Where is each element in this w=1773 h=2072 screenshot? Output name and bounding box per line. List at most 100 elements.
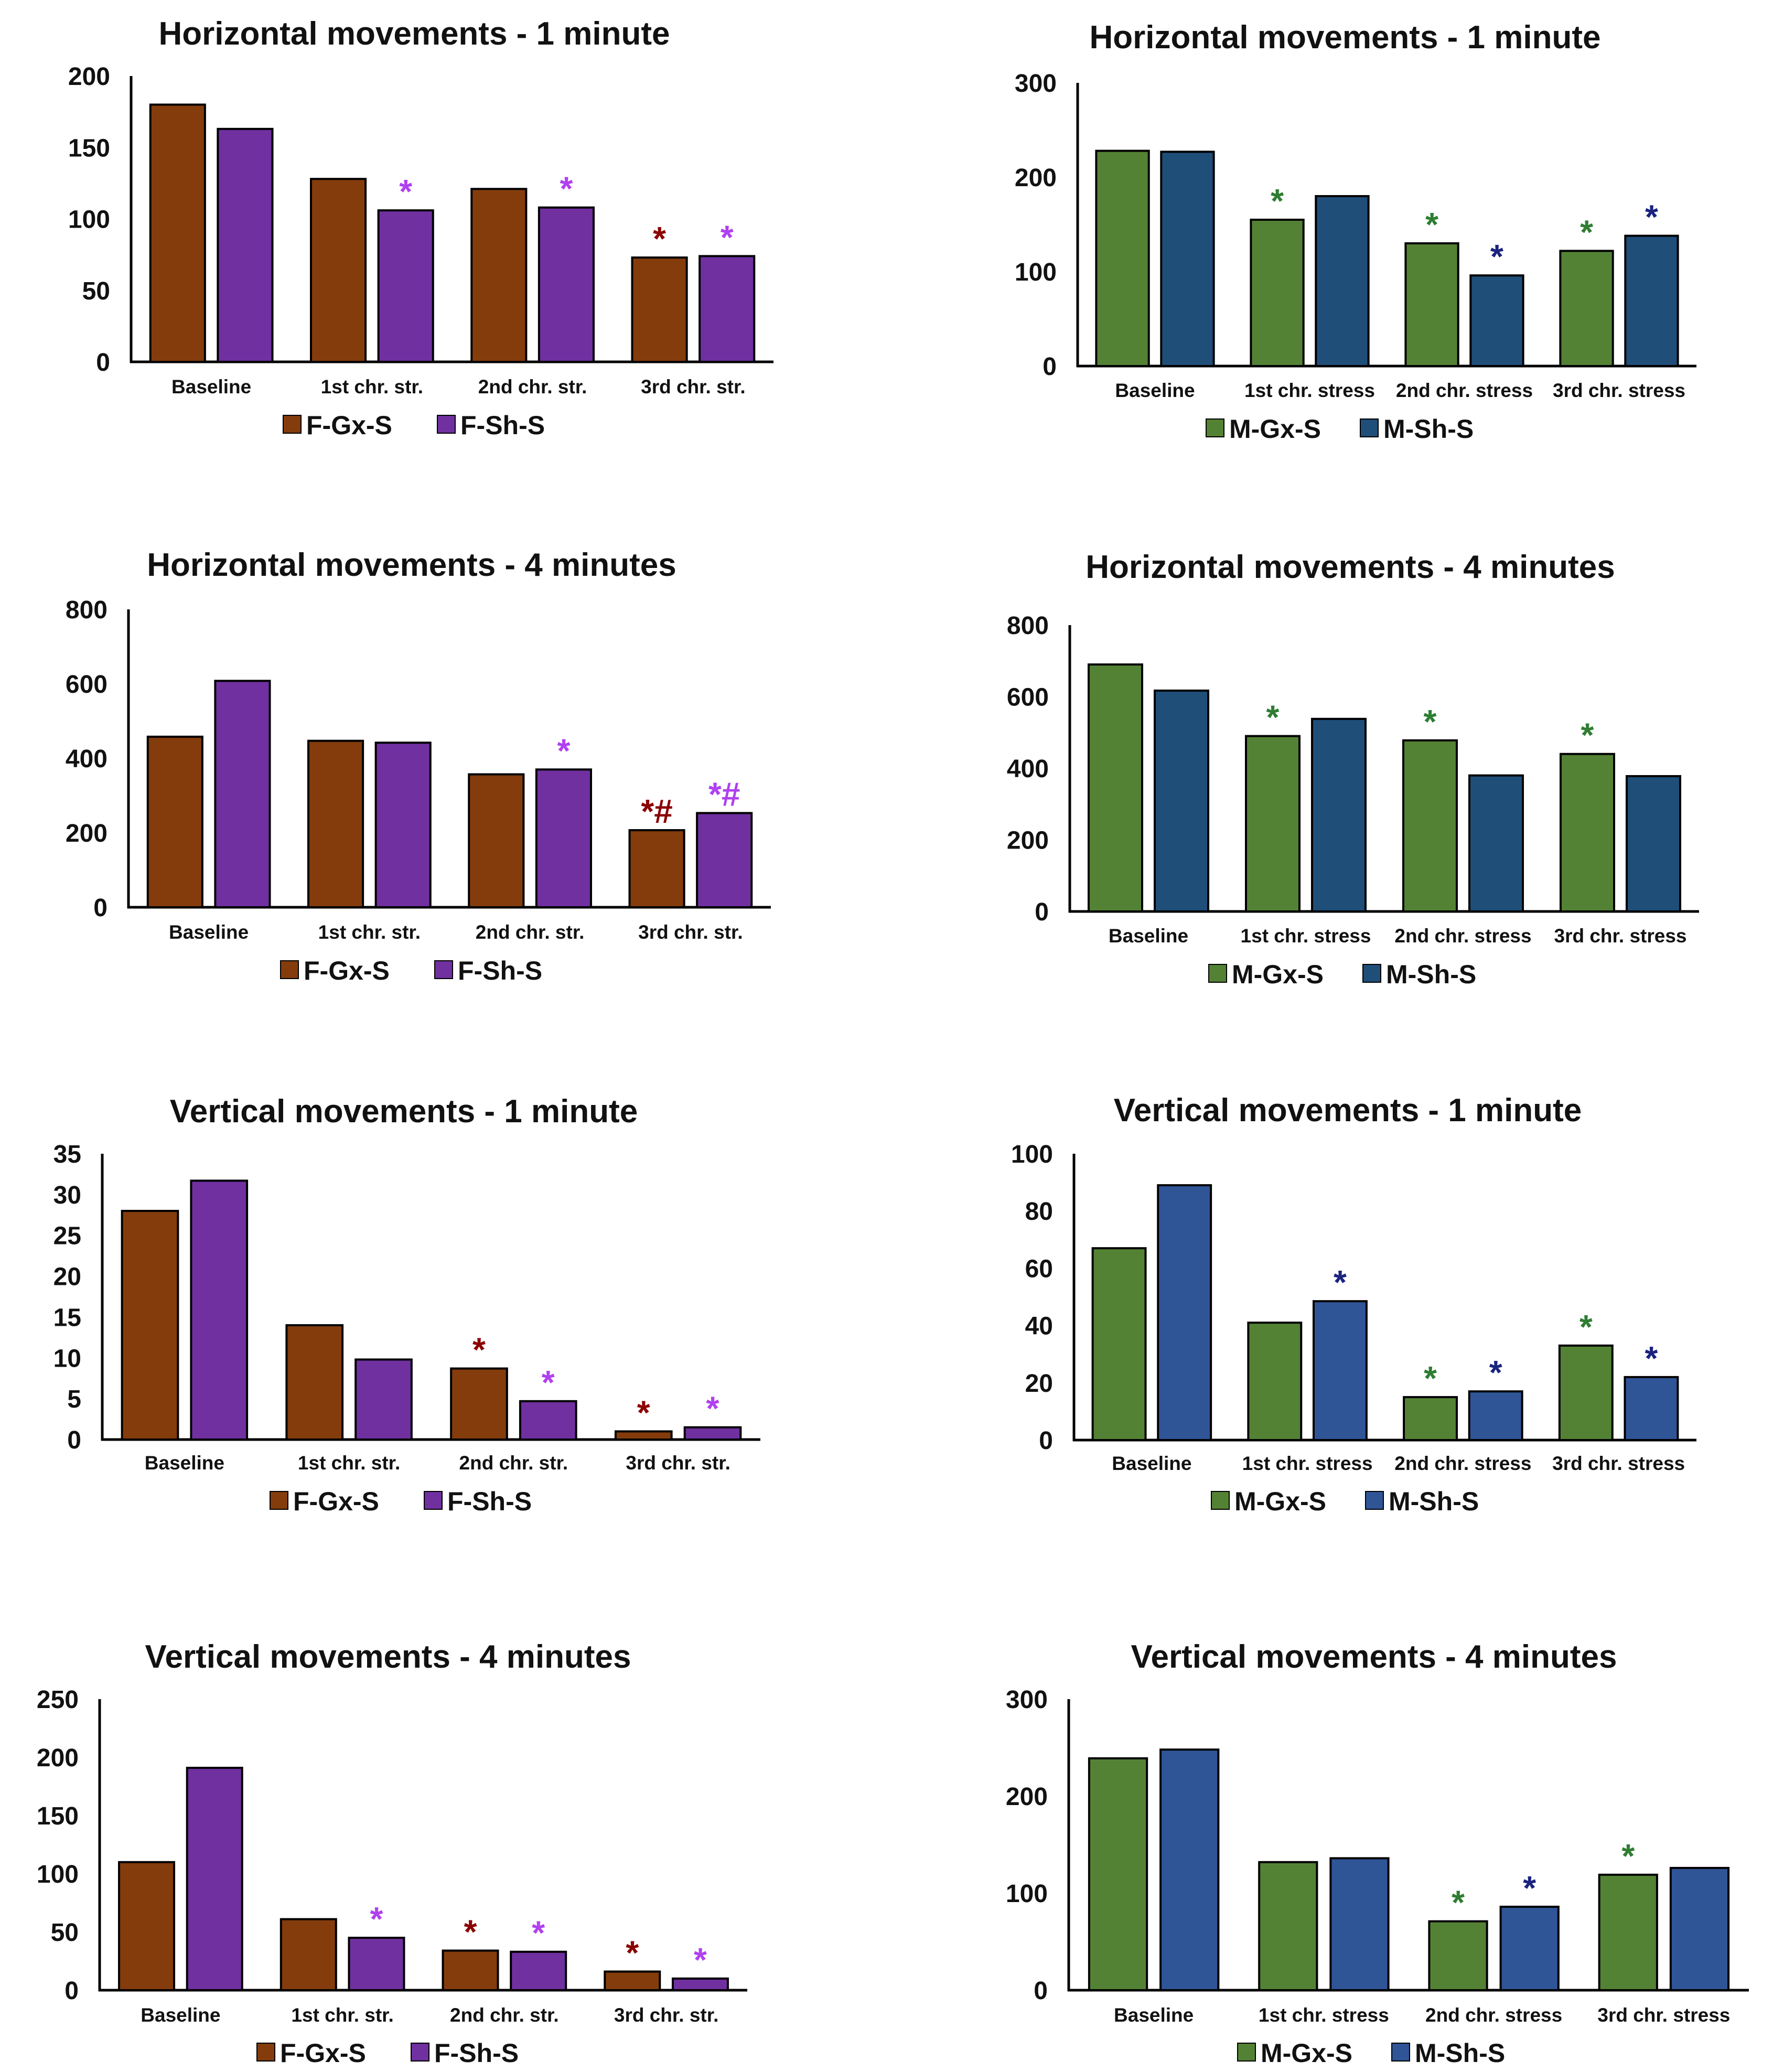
- significance-mark: *: [399, 173, 412, 210]
- y-tick-label: 5: [67, 1386, 81, 1413]
- y-tick-label: 200: [1007, 827, 1049, 855]
- legend-swatch: [424, 1491, 443, 1510]
- bar: [285, 1324, 344, 1441]
- y-tick-label: 400: [66, 745, 108, 773]
- category-label: Baseline: [145, 1452, 224, 1474]
- significance-mark: *: [1490, 238, 1503, 275]
- chart-panel-7: Vertical movements - 4 minutes 0 50 100 150 2…: [37, 1639, 747, 2068]
- chart-title: Horizontal movements - 4 minutes: [147, 547, 676, 583]
- category-label: 2nd chr. stress: [1396, 380, 1533, 401]
- category-label: 3rd chr. stress: [1552, 1453, 1685, 1474]
- bar: [1312, 1300, 1368, 1441]
- category-label: 3rd chr. str.: [641, 376, 746, 398]
- y-tick-label: 30: [53, 1182, 81, 1209]
- significance-mark: *: [1424, 1359, 1437, 1397]
- bar: [628, 829, 685, 909]
- bar: [1626, 775, 1681, 912]
- significance-mark: *: [560, 170, 573, 208]
- bar: [510, 1950, 567, 1991]
- significance-mark: *: [1424, 703, 1437, 740]
- bar: [214, 680, 271, 908]
- y-tick-label: 200: [1006, 1783, 1048, 1811]
- category-label: 1st chr. stress: [1244, 380, 1375, 401]
- category-label: 3rd chr. stress: [1597, 2004, 1730, 2026]
- legend-label: M-Gx-S: [1234, 1487, 1326, 1516]
- legend-label: F-Sh-S: [447, 1487, 532, 1516]
- significance-mark: *: [1489, 1354, 1502, 1391]
- y-tick-label: 0: [1034, 1977, 1048, 2005]
- significance-mark: *: [370, 1900, 383, 1938]
- y-tick-label: 250: [37, 1686, 79, 1714]
- significance-mark: *: [626, 1934, 639, 1971]
- bar: [121, 1210, 179, 1441]
- bar: [190, 1179, 249, 1441]
- y-tick-label: 300: [1015, 70, 1057, 98]
- y-tick-label: 20: [53, 1263, 81, 1291]
- significance-mark: *#: [641, 792, 673, 830]
- chart-title: Vertical movements - 4 minutes: [1131, 1639, 1617, 1675]
- bar: [1088, 663, 1143, 912]
- legend-swatch: [1211, 1491, 1230, 1510]
- significance-mark: *: [694, 1941, 707, 1979]
- y-tick-label: 300: [1006, 1686, 1048, 1714]
- bar: [1558, 1344, 1614, 1442]
- bar: [1559, 250, 1614, 367]
- bar: [1428, 1920, 1488, 1991]
- chart-panel-6: Vertical movements - 1 minute 0 20 40 60 80 10…: [1011, 1092, 1696, 1516]
- chart-title: Vertical movements - 1 minute: [170, 1093, 638, 1130]
- bar: [1560, 753, 1615, 912]
- category-label: 3rd chr. stress: [1554, 925, 1687, 947]
- category-label: 2nd chr. str.: [476, 921, 585, 943]
- chart-panel-4: Horizontal movements - 4 minutes 0 200 400 6…: [1007, 549, 1699, 989]
- significance-mark: *: [472, 1331, 486, 1369]
- y-tick-label: 100: [1011, 1141, 1053, 1168]
- y-tick-label: 100: [68, 206, 110, 234]
- y-tick-label: 150: [37, 1802, 79, 1830]
- chart-panel-8: Vertical movements - 4 minutes 0 100 200 300…: [1006, 1639, 1749, 2068]
- bar: [348, 1937, 405, 1992]
- significance-mark: *: [1271, 182, 1284, 220]
- y-tick-label: 0: [1043, 353, 1057, 381]
- significance-mark: *: [1523, 1869, 1536, 1907]
- bar: [1088, 1757, 1148, 1992]
- bar: [631, 256, 688, 363]
- bar: [1245, 735, 1301, 912]
- legend-label: F-Gx-S: [293, 1487, 379, 1516]
- bar: [1091, 1247, 1147, 1441]
- bar: [1468, 774, 1524, 913]
- legend-swatch: [1206, 418, 1224, 437]
- y-tick-label: 200: [68, 63, 110, 91]
- bar: [671, 1977, 729, 1992]
- category-label: 1st chr. str.: [321, 376, 423, 398]
- bar: [1315, 195, 1370, 367]
- category-label: 3rd chr. str.: [626, 1452, 730, 1474]
- bar: [604, 1970, 661, 1991]
- y-tick-label: 100: [37, 1861, 79, 1888]
- bar: [1250, 219, 1305, 367]
- significance-mark: *: [653, 220, 666, 257]
- category-label: 1st chr. stress: [1259, 2004, 1389, 2026]
- bar: [377, 209, 434, 363]
- bar: [696, 812, 753, 908]
- category-label: 3rd chr. stress: [1553, 380, 1685, 401]
- legend-swatch: [270, 1491, 288, 1510]
- category-label: 1st chr. stress: [1242, 1453, 1373, 1474]
- legend-label: M-Gx-S: [1229, 414, 1321, 444]
- significance-mark: *: [1334, 1263, 1347, 1301]
- y-tick-label: 50: [51, 1919, 79, 1947]
- y-tick-label: 0: [1035, 898, 1049, 926]
- y-tick-label: 200: [66, 820, 108, 847]
- y-tick-label: 600: [66, 671, 108, 699]
- legend-label: M-Sh-S: [1389, 1487, 1479, 1516]
- y-tick-label: 15: [53, 1304, 81, 1332]
- bar: [450, 1367, 508, 1441]
- category-label: Baseline: [169, 921, 249, 943]
- bar: [186, 1766, 243, 1991]
- bar: [535, 768, 592, 909]
- bar: [1624, 1376, 1679, 1441]
- y-tick-label: 800: [1007, 612, 1049, 640]
- y-tick-label: 100: [1015, 259, 1057, 286]
- bar: [1624, 234, 1679, 367]
- bar: [1311, 717, 1367, 912]
